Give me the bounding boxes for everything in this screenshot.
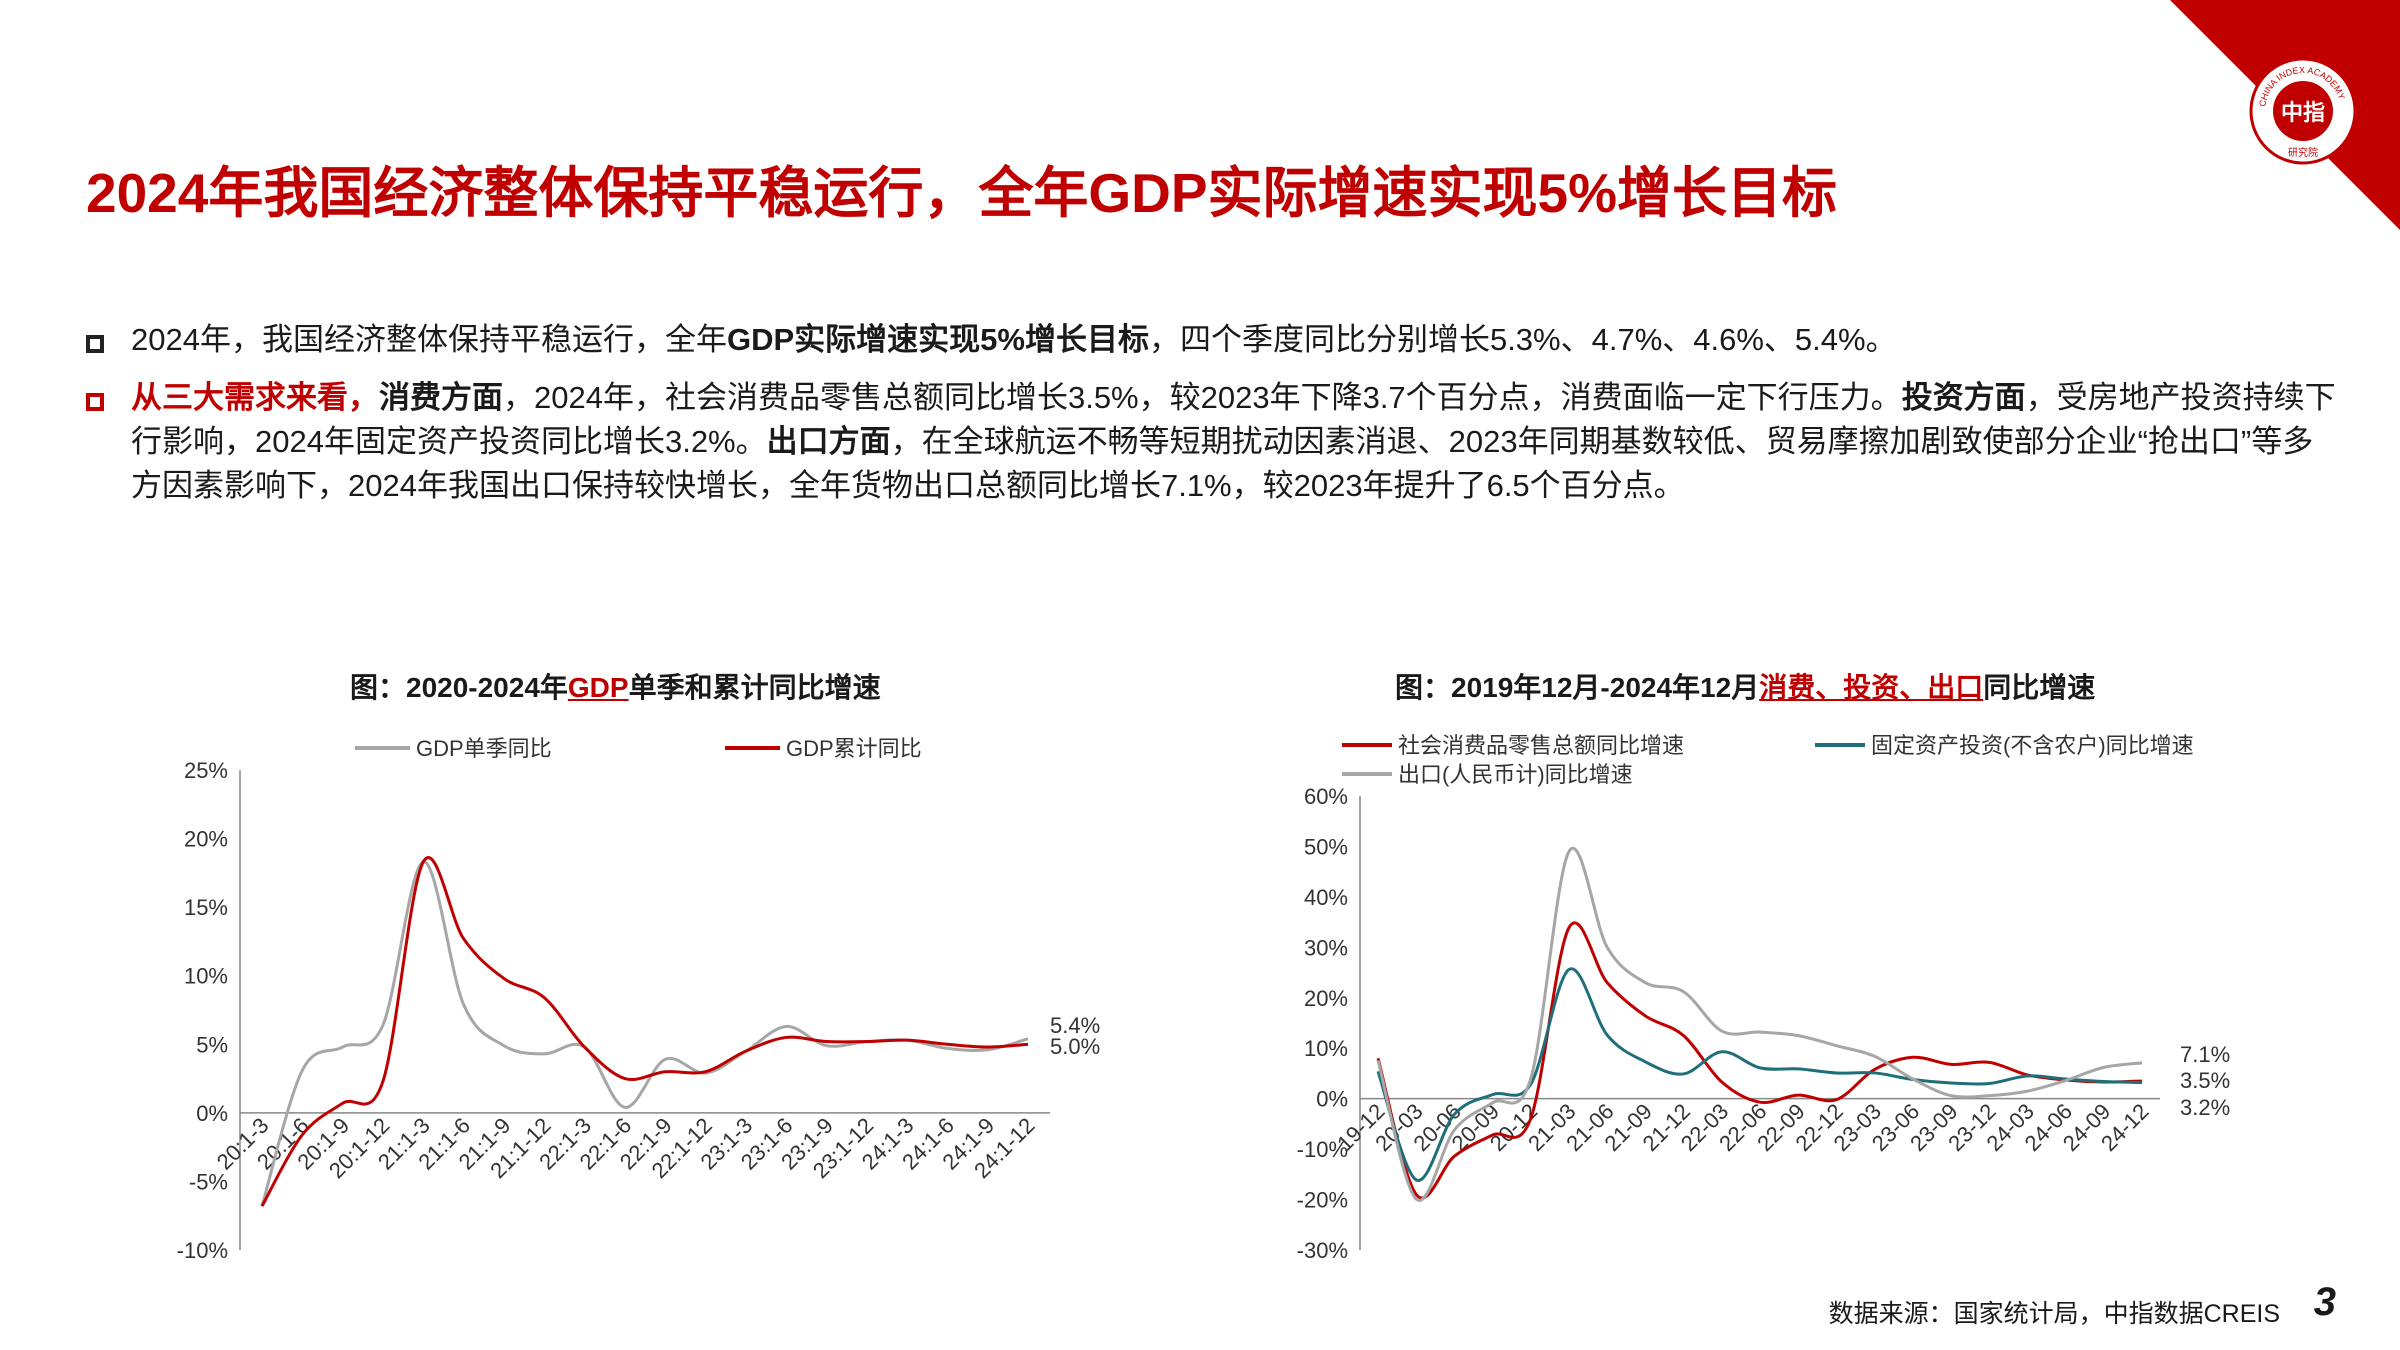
bullet-segment: 从三大需求来看， <box>131 380 379 415</box>
legend-label: 社会消费品零售总额同比增速 <box>1398 733 1684 758</box>
y-tick-label: 20% <box>1304 986 1348 1011</box>
gdp-growth-chart: 25%20%15%10%5%0%-5%-10%20:1-320:1-620:1-… <box>177 736 1101 1263</box>
y-tick-label: 50% <box>1304 834 1348 859</box>
bullet-segment: GDP实际增速实现5%增长目标 <box>726 322 1149 357</box>
page-number: 3 <box>2313 1280 2336 1324</box>
y-tick-label: 15% <box>184 895 228 920</box>
left-chart-title-post: 单季和累计同比增速 <box>628 672 881 703</box>
right-chart-title-post: 同比增速 <box>1983 672 2096 703</box>
left-chart-title-highlight: GDP <box>567 672 629 703</box>
end-value-label: 3.5% <box>2180 1068 2230 1093</box>
bullet-segment: ，受房地产投资持续下行影响，2024年固定资产投资同比增长3.2%。 <box>131 380 2336 459</box>
y-tick-label: -20% <box>1297 1188 1348 1213</box>
right-chart-title: 图：2019年12月-2024年12月消费、投资、出口同比增速 <box>1395 666 2095 706</box>
y-tick-label: 0% <box>1316 1087 1348 1112</box>
bullet-segment: ，2024年，社会消费品零售总额同比增长3.5%，较2023年下降3.7个百分点… <box>503 380 1902 415</box>
svg-text:研究院: 研究院 <box>2288 146 2318 159</box>
bullet-segment: 投资方面 <box>1901 380 2026 415</box>
svg-text:中指: 中指 <box>2281 100 2325 125</box>
page-title: 2024年我国经济整体保持平稳运行，全年GDP实际增速实现5%增长目标 <box>86 162 1838 224</box>
academy-logo: 中指 CHINA INDEX ACADEMY 研究院 <box>2249 57 2357 165</box>
end-value-label: 5.4% <box>1050 1013 1100 1038</box>
bullet-box-icon <box>86 393 104 411</box>
end-value-label: 3.2% <box>2180 1095 2230 1120</box>
legend-label: 出口(人民币计)同比增速 <box>1398 762 1633 787</box>
y-tick-label: 10% <box>184 964 228 989</box>
end-value-label: 5.0% <box>1050 1034 1100 1059</box>
series-line-1 <box>1376 967 2143 1182</box>
y-tick-label: -10% <box>177 1238 228 1263</box>
legend-label: GDP单季同比 <box>416 736 552 761</box>
y-tick-label: -5% <box>189 1169 228 1194</box>
y-tick-label: 20% <box>184 827 228 852</box>
left-chart-title-pre: 图：2020-2024年 <box>350 672 568 703</box>
series-line-2 <box>1376 846 2143 1202</box>
bullet-segment: 2024年，我国经济整体保持平稳运行，全年 <box>131 322 727 357</box>
bullet-segment: 出口方面 <box>766 424 891 459</box>
right-chart-title-pre: 图：2019年12月-2024年12月 <box>1395 672 1760 703</box>
end-value-label: 7.1% <box>2180 1042 2230 1067</box>
series-line-1 <box>260 856 1029 1207</box>
legend-label: 固定资产投资(不含农户)同比增速 <box>1871 733 2194 758</box>
bullet-item: 2024年，我国经济整体保持平稳运行，全年GDP实际增速实现5%增长目标，四个季… <box>86 318 2336 362</box>
left-chart-title: 图：2020-2024年GDP单季和累计同比增速 <box>350 666 881 706</box>
y-tick-label: 10% <box>1304 1036 1348 1061</box>
demand-growth-chart: 60%50%40%30%20%10%0%-10%-20%-30%19-1220-… <box>1297 733 2231 1263</box>
bullet-list: 2024年，我国经济整体保持平稳运行，全年GDP实际增速实现5%增长目标，四个季… <box>86 318 2336 522</box>
y-tick-label: 25% <box>184 758 228 783</box>
right-chart-title-highlight: 消费、投资、出口 <box>1759 672 1984 703</box>
bullet-segment: ，在全球航运不畅等短期扰动因素消退、2023年同期基数较低、贸易摩擦加剧致使部分… <box>131 424 2314 503</box>
y-tick-label: 40% <box>1304 885 1348 910</box>
y-tick-label: 60% <box>1304 784 1348 809</box>
series-line-0 <box>1376 921 2143 1200</box>
y-tick-label: 30% <box>1304 935 1348 960</box>
bullet-box-icon <box>86 335 104 353</box>
legend-label: GDP累计同比 <box>786 736 922 761</box>
y-tick-label: -30% <box>1297 1238 1348 1263</box>
data-source: 数据来源：国家统计局，中指数据CREIS <box>1828 1300 2280 1328</box>
bullet-text: 从三大需求来看，消费方面，2024年，社会消费品零售总额同比增长3.5%，较20… <box>131 376 2336 508</box>
y-tick-label: -10% <box>1297 1137 1348 1162</box>
y-tick-label: 5% <box>196 1032 228 1057</box>
bullet-item: 从三大需求来看，消费方面，2024年，社会消费品零售总额同比增长3.5%，较20… <box>86 376 2336 508</box>
y-tick-label: 0% <box>196 1101 228 1126</box>
bullet-text: 2024年，我国经济整体保持平稳运行，全年GDP实际增速实现5%增长目标，四个季… <box>131 318 1897 362</box>
bullet-segment: 消费方面 <box>379 380 503 415</box>
bullet-segment: ，四个季度同比分别增长5.3%、4.7%、4.6%、5.4%。 <box>1148 322 1897 357</box>
